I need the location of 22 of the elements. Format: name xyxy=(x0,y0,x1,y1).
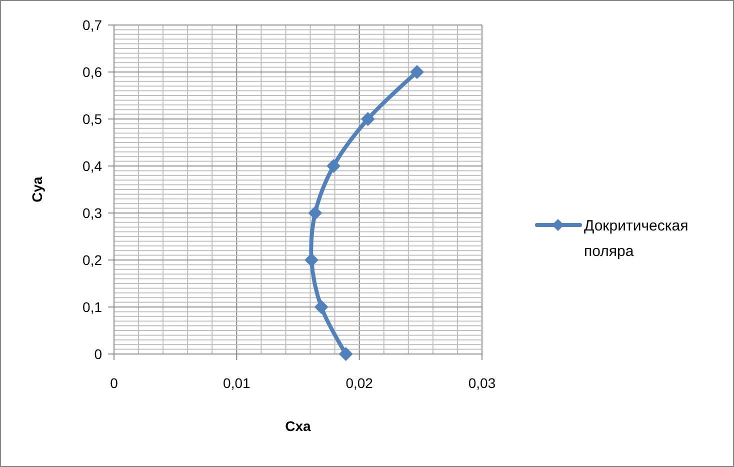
y-tick-label: 0,2 xyxy=(82,252,102,268)
x-tick-label: 0,02 xyxy=(346,375,374,391)
point xyxy=(304,253,318,267)
point xyxy=(338,347,353,361)
y-tick-label: 0,7 xyxy=(82,16,102,33)
point xyxy=(360,112,375,126)
legend-label: Докритическая поляра xyxy=(584,217,688,260)
point xyxy=(314,300,328,314)
y-tick-label: 0,4 xyxy=(82,158,102,174)
x-tick-label: 0,01 xyxy=(223,375,251,391)
y-tick-label: 0,6 xyxy=(82,64,102,80)
x-axis-title: Cxa xyxy=(285,418,312,434)
x-tick-label: 0 xyxy=(110,375,118,391)
point xyxy=(410,65,424,79)
point xyxy=(326,159,341,173)
y-axis-title: Cya xyxy=(29,176,45,202)
y-tick-label: 0,1 xyxy=(82,298,102,315)
y-tick-label: 0,3 xyxy=(82,204,102,221)
y-tick-label: 0 xyxy=(94,346,102,362)
point xyxy=(308,206,322,220)
y-tick-label: 0,5 xyxy=(82,110,102,127)
x-tick-label: 0,03 xyxy=(468,375,496,391)
